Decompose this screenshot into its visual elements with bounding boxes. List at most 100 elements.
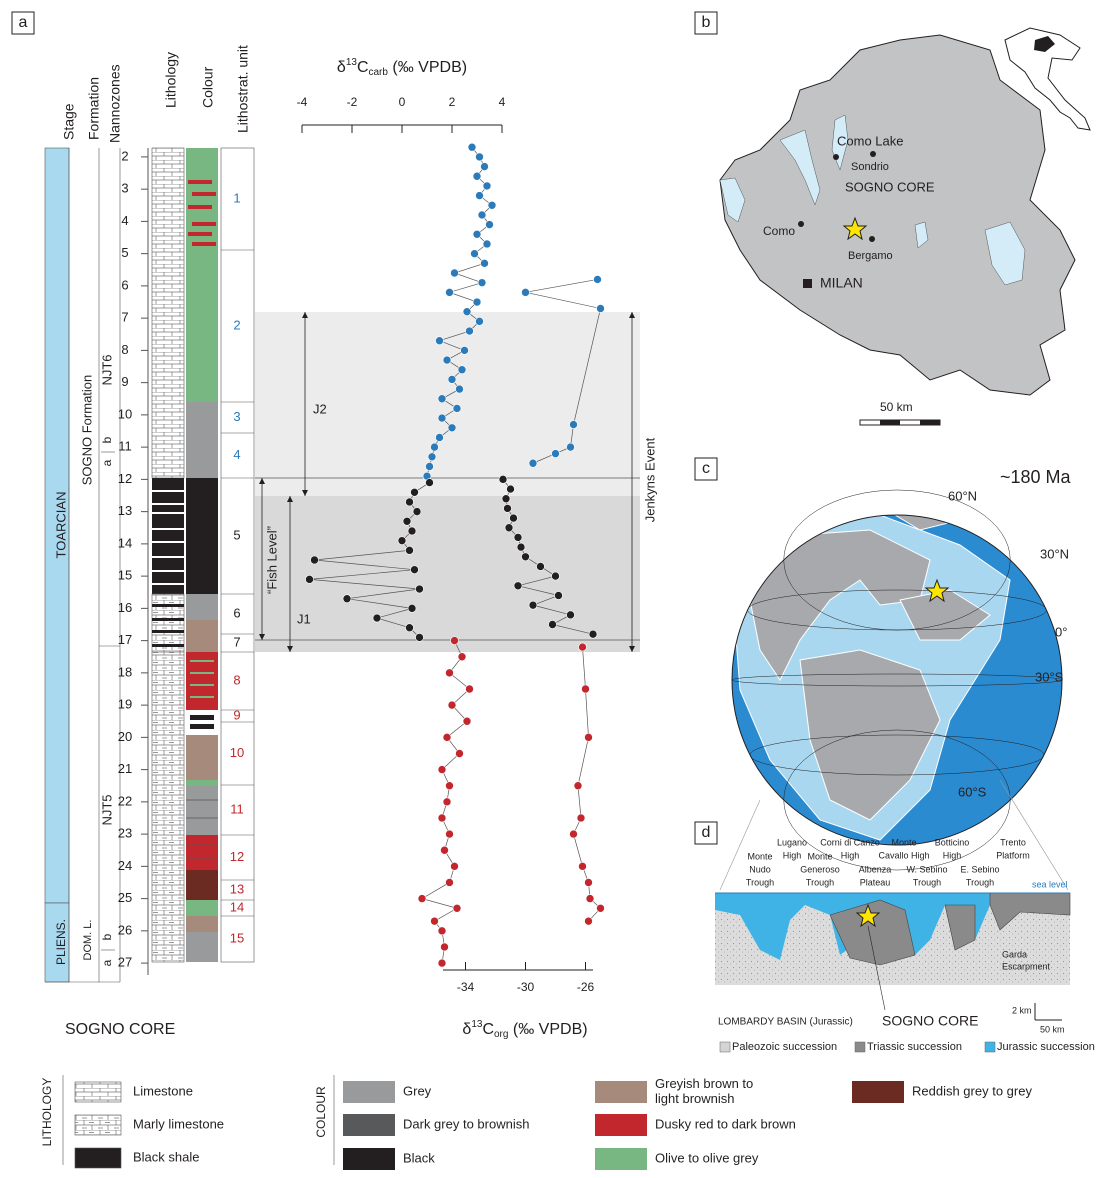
column-header: Nannozones [107, 64, 123, 143]
depth-label: 3 [121, 181, 128, 196]
isotope-point [416, 633, 424, 641]
isotope-point [413, 508, 421, 516]
isotope-point [431, 443, 439, 451]
lithology-limestone [152, 652, 184, 962]
colour-interval [186, 932, 218, 962]
latitude-label: 60°N [948, 488, 977, 503]
isotope-point [446, 669, 454, 677]
unit-label: 14 [230, 899, 244, 914]
legend-swatch [852, 1081, 904, 1103]
isotope-point [473, 172, 481, 180]
nannozone-label: b [100, 436, 114, 443]
section-legend-label: Triassic succession [867, 1041, 962, 1053]
unit-label: 7 [233, 634, 240, 649]
x-tick-label: -4 [297, 95, 308, 109]
legend-label: light brownish [655, 1091, 735, 1106]
isotope-point [552, 450, 560, 458]
isotope-point [451, 862, 459, 870]
depth-label: 14 [118, 535, 132, 550]
section-label: Garda [1002, 949, 1027, 959]
isotope-point [438, 766, 446, 774]
isotope-point [505, 524, 513, 532]
axis-title: δ13Ccarb (‰ VPDB) [337, 57, 467, 78]
isotope-point [431, 917, 439, 925]
isotope-point [398, 537, 406, 545]
isotope-point [446, 288, 454, 296]
isotope-point [570, 830, 578, 838]
colour-interval [186, 478, 218, 594]
isotope-point [436, 337, 444, 345]
isotope-point [343, 595, 351, 603]
legend-label: Greyish brown to [655, 1076, 753, 1091]
isotope-point [426, 479, 434, 487]
panel-label: d [702, 824, 711, 841]
isotope-point [438, 959, 446, 967]
depth-label: 16 [118, 600, 132, 615]
globe-age: ~180 Ma [1000, 467, 1072, 487]
legend-title: COLOUR [314, 1086, 328, 1138]
x-tick-label: 2 [449, 95, 456, 109]
colour-red-band [192, 192, 216, 196]
isotope-point [406, 546, 414, 554]
colour-interval [186, 402, 218, 478]
x2-tick-label: -26 [577, 980, 595, 994]
colour-green-band [190, 660, 214, 662]
unit-label: 5 [233, 527, 240, 542]
isotope-point [579, 643, 587, 651]
nannozone-label: a [100, 959, 114, 966]
isotope-point [453, 904, 461, 912]
isotope-point [537, 562, 545, 570]
legend-label: Dusky red to dark brown [655, 1116, 796, 1131]
depth-label: 22 [118, 793, 132, 808]
isotope-point [428, 453, 436, 461]
depth-label: 25 [118, 890, 132, 905]
depth-label: 4 [121, 213, 128, 228]
unit-label: 3 [233, 409, 240, 424]
map-label: Como [763, 224, 795, 238]
section-place: High [841, 850, 860, 860]
colour-interval [186, 786, 218, 835]
panel-label: c [702, 460, 710, 477]
unit-label: 8 [233, 672, 240, 687]
isotope-point [574, 782, 582, 790]
depth-label: 9 [121, 374, 128, 389]
section-label: Escarpment [1002, 961, 1051, 971]
event-label: “Fish Level” [264, 526, 279, 594]
colour-interval [186, 900, 218, 916]
section-place: Platform [996, 850, 1030, 860]
x2-tick-label: -30 [517, 980, 535, 994]
colour-interval [186, 870, 218, 900]
section-place: E. Sebino [960, 864, 999, 874]
isotope-point [461, 346, 469, 354]
legend-swatch [75, 1082, 121, 1102]
panel-label: b [702, 14, 711, 31]
lithology-stripe [152, 503, 184, 505]
axis-title-part: δ [462, 1021, 471, 1038]
nannozone-label: b [100, 933, 114, 940]
event-label: Jenkyns Event [642, 437, 657, 522]
isotope-point [594, 275, 602, 283]
depth-label: 12 [118, 471, 132, 486]
axis-title-part: org [494, 1029, 508, 1040]
section-legend-swatch [985, 1042, 995, 1052]
isotope-point [483, 182, 491, 190]
colour-red-band [192, 222, 216, 226]
colour-red-band [188, 180, 212, 184]
section-place: Trough [913, 877, 941, 887]
colour-red-band [188, 205, 212, 209]
isotope-point [585, 917, 593, 925]
isotope-point [411, 566, 419, 574]
section-legend-label: Jurassic succession [997, 1041, 1095, 1053]
isotope-point [438, 395, 446, 403]
map-label: SOGNO CORE [845, 179, 935, 194]
isotope-point [463, 717, 471, 725]
legend-swatch [75, 1115, 121, 1135]
isotope-point [579, 862, 587, 870]
formation-label: DOM. L. [82, 920, 94, 961]
isotope-point [549, 620, 557, 628]
isotope-point [478, 279, 486, 287]
isotope-point [438, 927, 446, 935]
legend-label: Black shale [133, 1149, 199, 1164]
axis-title: δ13Corg (‰ VPDB) [462, 1019, 587, 1040]
zoom-line [1000, 780, 1068, 890]
